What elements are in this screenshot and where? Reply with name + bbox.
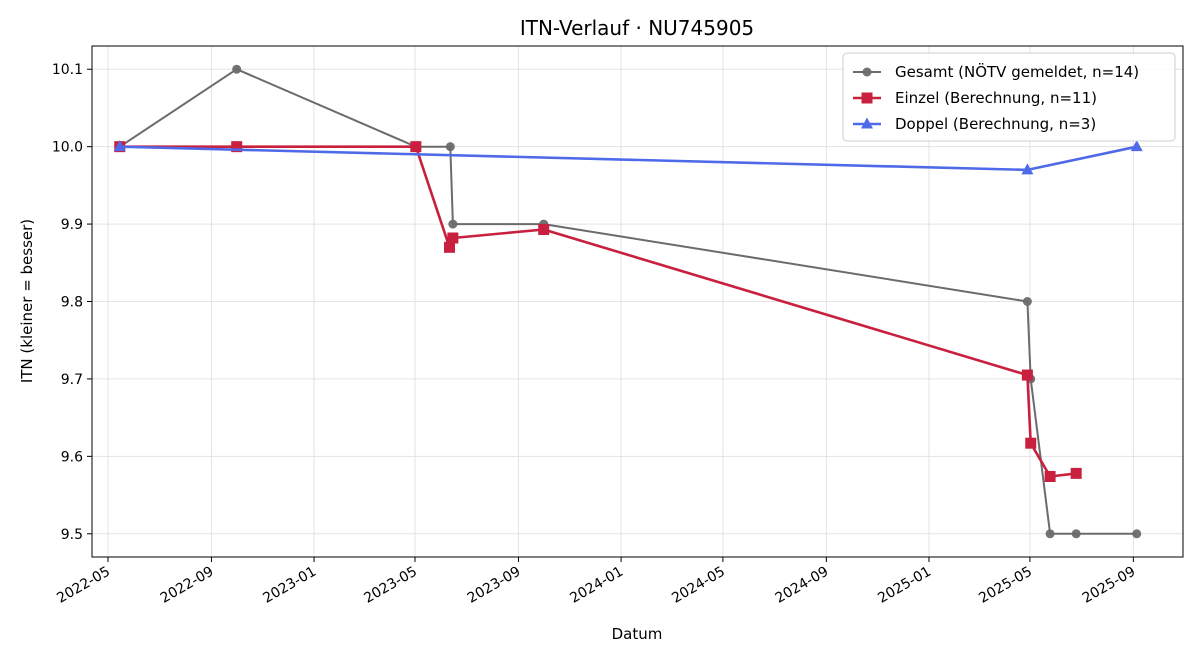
x-tick-label: 2022-09 [158,564,217,607]
legend-entry-doppel: Doppel (Berechnung, n=3) [895,115,1096,133]
x-tick-label: 2024-01 [567,564,626,607]
legend-box [842,52,1176,142]
series-layer [113,64,1143,539]
series-doppel [113,140,1143,175]
legend-entry-gesamt: Gesamt (NÖTV gemeldet, n=14) [895,62,1139,81]
data-point-doppel [1130,140,1143,152]
x-axis-label: Datum [612,625,663,643]
data-point-einzel [1044,470,1056,482]
series-line-doppel [119,145,1137,172]
data-point-gesamt [1022,297,1032,306]
data-point-einzel [443,241,455,253]
x-tick-label: 2024-05 [669,564,728,607]
data-point-gesamt [445,142,455,152]
y-tick-label: 10.1 [52,62,83,78]
legend-swatch-marker [861,92,873,104]
legend-swatch-marker [862,67,872,77]
data-point-gesamt [448,219,458,229]
data-point-einzel [1021,369,1033,381]
legend-swatch-marker [861,117,873,129]
data-point-einzel [538,223,550,235]
y-tick-label: 9.7 [61,372,83,388]
chart-title: ITN-Verlauf · NU745905 [520,16,754,40]
data-point-doppel [113,140,126,152]
series-einzel [114,141,1082,482]
data-point-einzel [1070,467,1082,479]
x-tick-label: 2025-01 [875,564,934,607]
x-tick-label: 2022-05 [54,564,113,607]
y-tick-label: 9.5 [61,527,83,543]
data-point-einzel [410,141,422,153]
x-tick-label: 2023-01 [260,564,319,607]
legend-entry-einzel: Einzel (Berechnung, n=11) [895,89,1097,107]
data-point-gesamt [1045,529,1055,539]
data-point-einzel [1025,437,1037,449]
x-tick-label: 2025-09 [1080,564,1139,607]
x-tick-label: 2025-05 [976,564,1035,607]
y-tick-label: 9.6 [61,449,83,465]
data-point-gesamt [1132,529,1142,539]
y-tick-label: 10.0 [52,140,83,156]
axis-ticks: 9.5 9.6 9.7 9.8 9.9 10.0 10.1 2022-05 2022-09 202… [52,62,1139,606]
data-point-einzel [447,232,459,244]
y-tick-label: 9.8 [61,295,83,311]
data-point-doppel [1021,163,1034,175]
data-point-einzel [231,141,243,153]
series-line-einzel [119,145,1077,478]
x-tick-label: 2023-09 [465,564,524,607]
x-tick-label: 2024-09 [773,564,832,607]
x-tick-label: 2023-05 [361,564,420,607]
data-point-gesamt [232,64,242,74]
y-axis-label: ITN (kleiner = besser) [18,219,36,383]
data-point-gesamt [1071,529,1081,539]
legend: Gesamt (NÖTV gemeldet, n=14) Einzel (Bere… [842,52,1176,142]
y-tick-label: 9.9 [61,217,83,233]
